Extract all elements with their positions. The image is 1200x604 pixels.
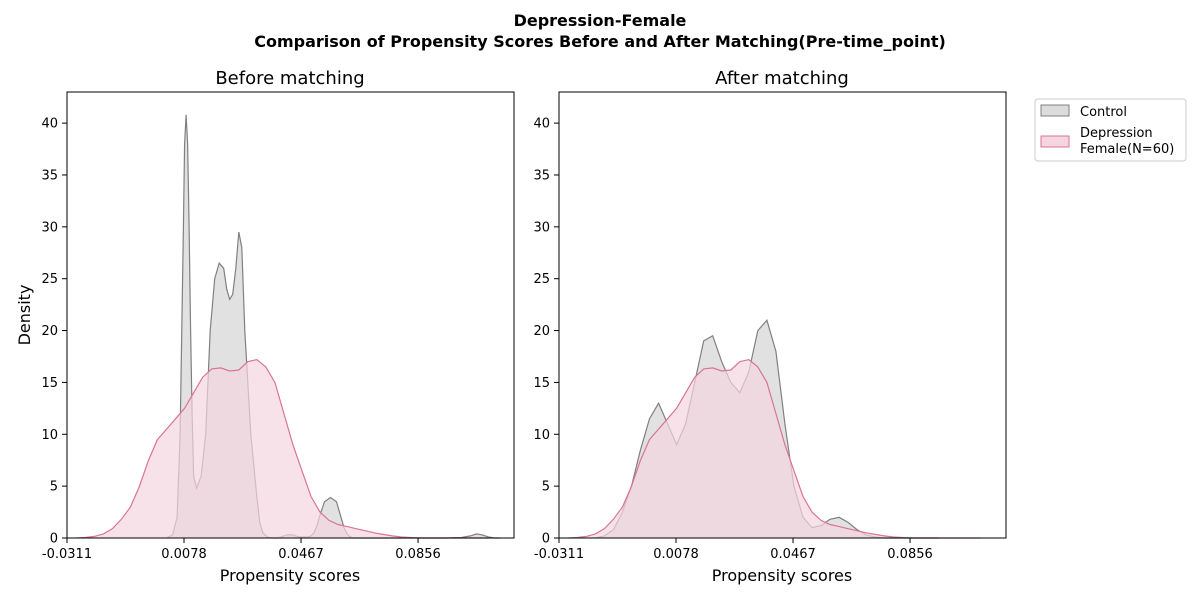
x-axis-label: Propensity scores <box>712 566 852 585</box>
density-area-depression-female-n-60 <box>568 359 981 538</box>
x-tick-label: 0.0078 <box>653 547 699 562</box>
legend-label-depression-line2: Female(N=60) <box>1080 142 1174 157</box>
x-tick-label: 0.0467 <box>278 547 324 562</box>
legend-label-depression-line1: Depression <box>1080 126 1153 141</box>
y-tick-label: 40 <box>533 117 550 132</box>
axes-frame <box>66 91 515 539</box>
x-tick-label: -0.0311 <box>534 547 584 562</box>
figure-title-line1: Depression-Female <box>514 11 687 30</box>
y-tick-label: 15 <box>41 376 58 391</box>
legend-label-control: Control <box>1080 105 1127 120</box>
y-tick-label: 35 <box>41 168 58 183</box>
plot-area: -0.0311 0.0078 0.0467 0.0856 0 5 10 15 20 25 30 35 4… <box>41 91 515 562</box>
y-tick-label: 30 <box>41 220 58 235</box>
y-tick-label: 25 <box>41 272 58 287</box>
x-tick-label: 0.0467 <box>770 547 816 562</box>
y-tick-label: 35 <box>533 168 550 183</box>
y-tick-label: 20 <box>41 324 58 339</box>
legend: Control Depression Female(N=60) <box>1034 98 1187 162</box>
panel-after-matching: After matching -0.0311 0.0078 0.0467 0.0856… <box>533 68 1007 585</box>
panel-before-matching: Before matching -0.0311 0.0078 0.0467 0.085… <box>15 68 515 585</box>
plot-area: -0.0311 0.0078 0.0467 0.0856 0 5 10 15 20 25 30 35 4… <box>533 91 1007 562</box>
y-tick-label: 10 <box>533 428 550 443</box>
legend-swatch-control <box>1040 104 1070 117</box>
y-tick-label: 0 <box>50 532 58 547</box>
y-tick-label: 15 <box>533 376 550 391</box>
legend-swatch-depression-female <box>1040 135 1070 148</box>
y-axis-label: Density <box>15 285 34 346</box>
x-axis-label: Propensity scores <box>220 566 360 585</box>
y-tick-label: 25 <box>533 272 550 287</box>
x-tick-label: 0.0078 <box>161 547 207 562</box>
panel-title: After matching <box>715 68 849 89</box>
x-tick-label: 0.0856 <box>395 547 441 562</box>
y-tick-label: 40 <box>41 117 58 132</box>
density-area-depression-female-n-60 <box>76 359 489 538</box>
x-tick-label: 0.0856 <box>887 547 933 562</box>
y-tick-label: 10 <box>41 428 58 443</box>
y-tick-label: 20 <box>533 324 550 339</box>
y-tick-label: 5 <box>542 480 550 495</box>
panel-title: Before matching <box>215 68 364 89</box>
y-tick-label: 0 <box>542 532 550 547</box>
y-tick-label: 30 <box>533 220 550 235</box>
y-tick-label: 5 <box>50 480 58 495</box>
figure-title-line2: Comparison of Propensity Scores Before a… <box>254 32 946 51</box>
x-tick-label: -0.0311 <box>42 547 92 562</box>
legend-frame <box>1034 98 1187 162</box>
axes-frame <box>558 91 1007 539</box>
